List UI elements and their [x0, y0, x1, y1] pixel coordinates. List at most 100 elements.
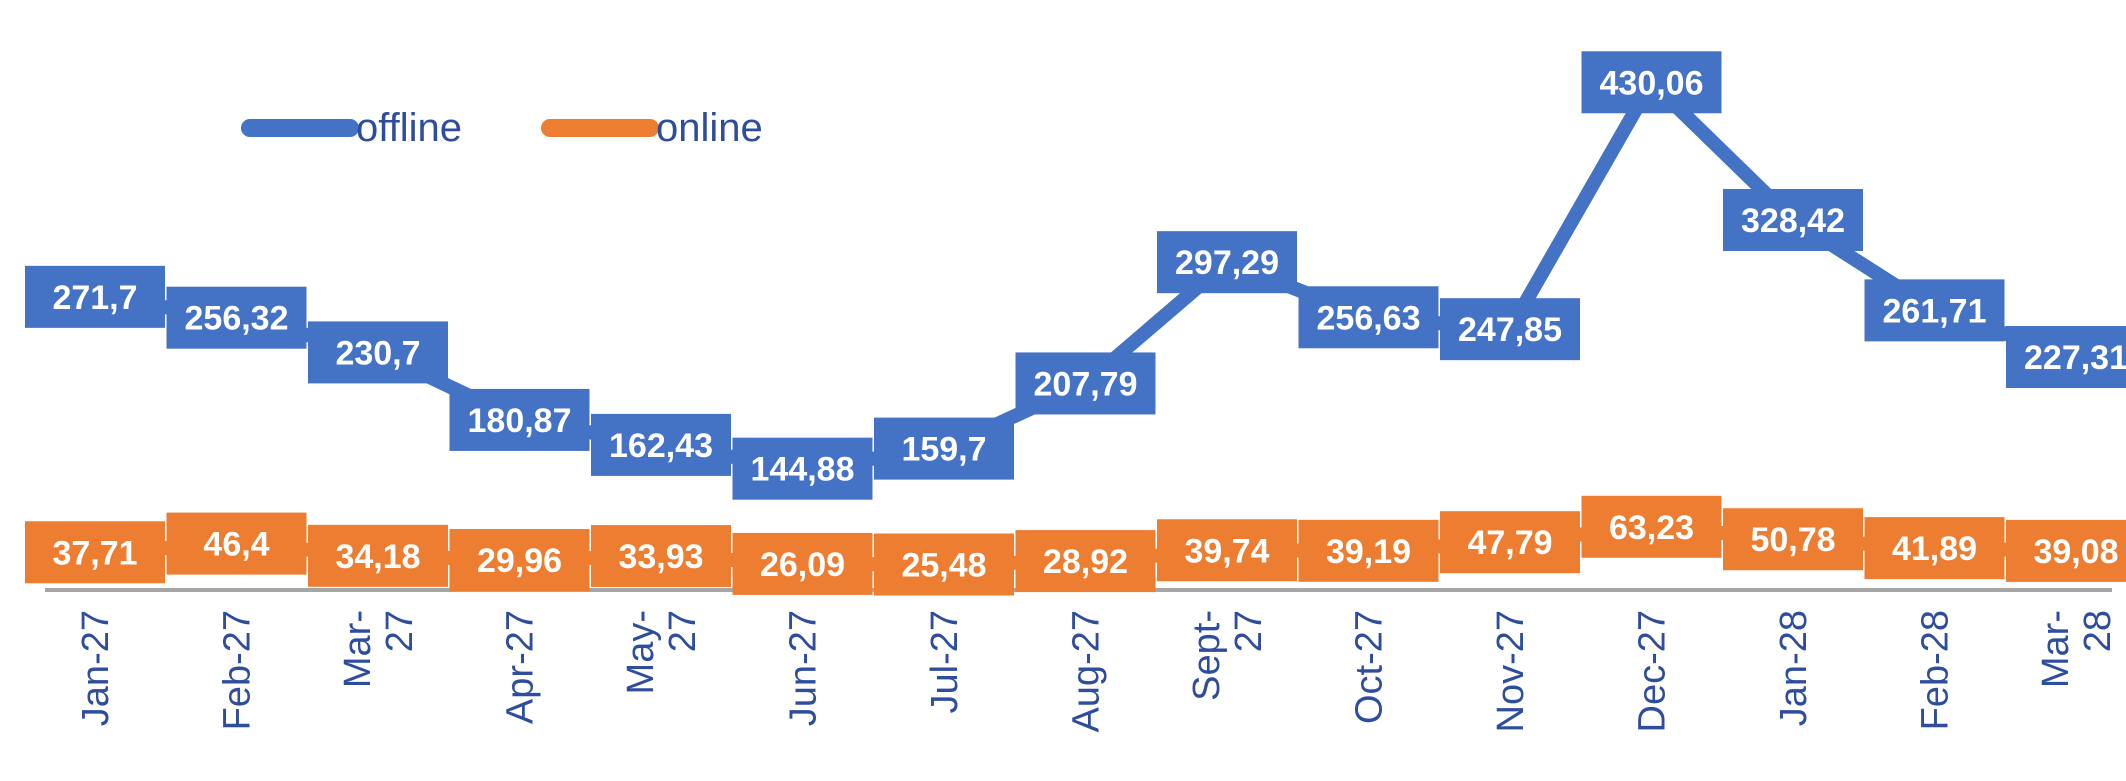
data-label-online: 46,4: [166, 512, 307, 575]
data-label-online: 26,09: [732, 532, 873, 595]
data-label-text: 39,74: [1184, 532, 1269, 570]
data-label-online: 39,08: [2006, 519, 2126, 582]
data-label-offline: 430,06: [1581, 51, 1722, 114]
data-label-box: [591, 413, 731, 476]
data-label-text: 63,23: [1609, 509, 1694, 547]
data-label-offline: 159,7: [874, 417, 1014, 480]
data-label-text: 271,7: [52, 279, 137, 317]
data-label-offline: 328,42: [1723, 188, 1863, 251]
data-label-offline: 247,85: [1440, 298, 1580, 361]
data-label-text: 33,93: [618, 538, 703, 576]
data-label-text: 26,09: [760, 546, 845, 584]
x-tick-label: Feb-27: [217, 610, 259, 730]
data-label-text: 144,88: [751, 451, 855, 489]
data-label-box: [166, 512, 307, 575]
data-label-box: [2006, 325, 2126, 388]
data-label-text: 227,31: [2024, 339, 2126, 377]
x-tick-label: Dec-27: [1632, 610, 1674, 733]
data-label-box: [1298, 519, 1439, 582]
x-tick-label: Jan-27: [75, 610, 117, 726]
data-label-box: [1864, 279, 2005, 342]
x-tick-text: Jan-27: [75, 610, 117, 726]
data-label-text: 256,63: [1317, 299, 1421, 337]
data-label-box: [1157, 231, 1297, 294]
data-label-offline: 256,63: [1298, 286, 1439, 349]
data-label-text: 29,96: [477, 542, 562, 580]
data-label-online: 25,48: [874, 533, 1014, 596]
data-label-offline: 144,88: [732, 437, 873, 500]
x-tick-label: Aug-27: [1066, 610, 1108, 733]
data-label-text: 162,43: [609, 427, 713, 465]
data-label-box: [1440, 511, 1580, 574]
data-label-online: 37,71: [25, 521, 165, 584]
data-label-text: 180,87: [468, 402, 572, 440]
data-label-text: 261,71: [1883, 292, 1987, 330]
x-tick-label: Nov-27: [1490, 610, 1532, 733]
x-tick-labels: Jan-27 Feb-27 Mar- 27 Apr-27 May- 27 Jun-27 Jul-…: [75, 610, 2119, 733]
x-tick-text: 28: [2077, 610, 2119, 652]
legend-item-offline: offline: [241, 106, 462, 150]
data-label-text: 25,48: [901, 547, 986, 585]
data-label-box: [874, 533, 1014, 596]
data-label-text: 39,08: [2033, 533, 2118, 571]
data-label-offline: 207,79: [1015, 352, 1156, 415]
data-label-box: [1723, 188, 1863, 251]
legend: offline online: [241, 106, 763, 150]
x-tick-label: May- 27: [620, 610, 704, 694]
x-tick-text: 27: [1228, 610, 1270, 652]
data-label-online: 39,74: [1157, 519, 1297, 582]
data-label-box: [25, 521, 165, 584]
x-tick-text: Mar-: [337, 610, 379, 688]
data-label-box: [1723, 508, 1863, 571]
x-tick-label: Feb-28: [1915, 610, 1957, 730]
data-label-box: [1440, 298, 1580, 361]
x-tick-text: May-: [620, 610, 662, 694]
x-tick-text: Apr-27: [500, 610, 542, 724]
x-tick-label: Sept- 27: [1186, 610, 1270, 701]
legend-item-online: online: [541, 106, 763, 150]
data-label-online: 41,89: [1864, 517, 2005, 580]
x-tick-text: Jan-28: [1773, 610, 1815, 726]
x-tick-text: Aug-27: [1066, 610, 1108, 733]
data-label-offline: 230,7: [308, 321, 448, 384]
data-label-box: [1157, 519, 1297, 582]
data-label-offline: 261,71: [1864, 279, 2005, 342]
x-tick-text: Dec-27: [1632, 610, 1674, 733]
data-label-text: 430,06: [1600, 64, 1704, 102]
data-label-online: 39,19: [1298, 519, 1439, 582]
x-tick-label: Mar- 27: [337, 610, 421, 688]
data-labels: 271,7 256,32 230,7 180,87 162,43 144,88 159,7 2…: [25, 51, 2126, 596]
data-label-box: [449, 529, 590, 592]
x-tick-text: Mar-: [2035, 610, 2077, 688]
data-label-text: 46,4: [203, 526, 269, 564]
data-label-text: 37,71: [52, 534, 137, 572]
data-label-box: [449, 388, 590, 451]
data-label-text: 230,7: [335, 334, 420, 372]
data-label-box: [591, 525, 731, 588]
data-label-text: 207,79: [1034, 365, 1138, 403]
data-label-offline: 162,43: [591, 413, 731, 476]
x-tick-text: Feb-27: [217, 610, 259, 730]
data-label-online: 34,18: [308, 524, 448, 587]
data-label-offline: 256,32: [166, 286, 307, 349]
x-tick-label: Jul-27: [924, 610, 966, 714]
data-label-text: 28,92: [1043, 543, 1128, 581]
data-label-online: 50,78: [1723, 508, 1863, 571]
data-label-box: [1015, 530, 1156, 593]
data-label-online: 28,92: [1015, 530, 1156, 593]
x-tick-label: Apr-27: [500, 610, 542, 724]
data-label-text: 328,42: [1741, 202, 1845, 240]
data-label-text: 41,89: [1892, 530, 1977, 568]
data-label-box: [732, 437, 873, 500]
data-label-box: [1864, 517, 2005, 580]
data-label-box: [732, 532, 873, 595]
x-tick-text: Feb-28: [1915, 610, 1957, 730]
data-label-box: [25, 265, 165, 328]
data-label-online: 63,23: [1581, 495, 1722, 558]
x-tick-label: Jun-27: [783, 610, 825, 726]
data-label-text: 50,78: [1750, 521, 1835, 559]
data-label-box: [1581, 51, 1722, 114]
data-label-online: 29,96: [449, 529, 590, 592]
x-tick-label: Jan-28: [1773, 610, 1815, 726]
